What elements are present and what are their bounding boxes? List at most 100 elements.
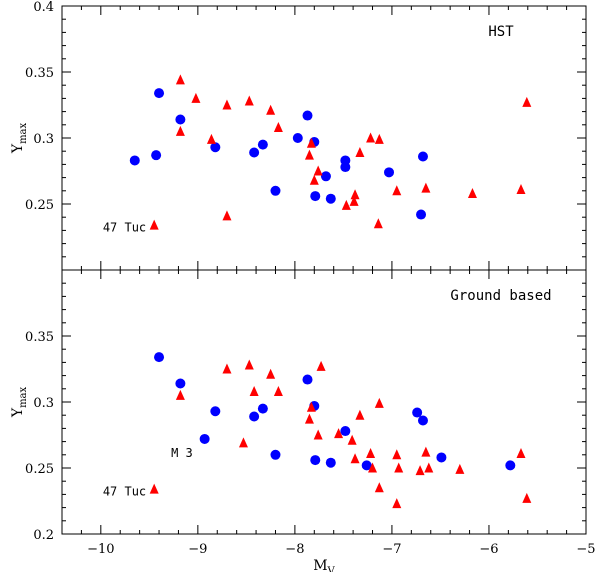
data-point-circle <box>129 155 140 166</box>
data-point-triangle <box>309 174 319 185</box>
data-point-circle <box>302 110 313 121</box>
x-axis-label: MV <box>313 558 335 572</box>
data-point-triangle <box>455 463 465 474</box>
x-tick-label: −8 <box>285 542 304 557</box>
x-tick-label: −10 <box>87 542 114 557</box>
data-point-circle <box>199 433 210 444</box>
data-point-triangle <box>355 409 365 420</box>
data-point-triangle <box>206 133 216 144</box>
y-tick-label: 0.4 <box>33 0 54 15</box>
data-point-circle <box>384 167 395 178</box>
data-point-circle <box>325 457 336 468</box>
data-point-circle <box>340 162 351 173</box>
data-point-triangle <box>366 447 376 458</box>
data-point-circle <box>436 452 447 463</box>
x-tick-label: −5 <box>576 542 595 557</box>
data-point-triangle <box>350 453 360 464</box>
data-point-circle <box>151 150 162 161</box>
data-point-circle <box>270 449 281 460</box>
data-point-circle <box>257 139 268 150</box>
data-point-triangle <box>421 446 431 457</box>
data-point-triangle <box>522 96 532 107</box>
data-point-circle <box>175 378 186 389</box>
data-point-circle <box>412 407 423 418</box>
data-point-circle <box>175 114 186 125</box>
data-point-triangle <box>175 74 185 85</box>
data-point-circle <box>417 151 428 162</box>
data-point-triangle <box>374 133 384 144</box>
data-point-circle <box>270 185 281 196</box>
data-point-circle <box>417 415 428 426</box>
data-point-triangle <box>467 187 477 198</box>
data-point-circle <box>210 406 221 417</box>
data-point-circle <box>249 147 260 158</box>
x-tick-label: −9 <box>188 542 207 557</box>
data-point-circle <box>310 455 321 466</box>
y-axis-label: Ymax <box>10 386 29 418</box>
data-point-triangle <box>238 437 248 448</box>
data-point-triangle <box>249 385 259 396</box>
y-tick-label: 0.2 <box>33 528 54 543</box>
y-tick-label: 0.3 <box>33 132 54 147</box>
panel-label: HST <box>488 24 514 40</box>
data-point-triangle <box>304 413 314 424</box>
data-point-circle <box>249 411 260 422</box>
data-point-triangle <box>175 389 185 400</box>
data-point-triangle <box>516 183 526 194</box>
data-point-triangle <box>392 449 402 460</box>
data-point-triangle <box>368 462 378 473</box>
data-point-circle <box>416 209 427 220</box>
data-point-triangle <box>341 199 351 210</box>
data-point-triangle <box>191 92 201 103</box>
point-annotation: M 3 <box>171 446 193 460</box>
y-tick-label: 0.35 <box>25 66 54 81</box>
data-point-triangle <box>347 434 357 445</box>
y-tick-label: 0.25 <box>25 462 54 477</box>
data-point-circle <box>340 426 351 437</box>
data-point-triangle <box>313 429 323 440</box>
data-point-circle <box>505 460 516 471</box>
data-point-triangle <box>244 95 254 106</box>
data-point-triangle <box>334 428 344 439</box>
data-point-triangle <box>149 483 159 494</box>
data-point-triangle <box>222 99 232 110</box>
data-point-triangle <box>306 401 316 412</box>
x-tick-label: −7 <box>382 542 401 557</box>
data-point-triangle <box>424 462 434 473</box>
data-point-triangle <box>244 359 254 370</box>
data-point-circle <box>154 88 165 99</box>
data-point-triangle <box>316 360 326 371</box>
data-point-circle <box>292 133 303 143</box>
data-point-triangle <box>313 165 323 176</box>
data-point-triangle <box>522 492 532 503</box>
data-point-triangle <box>394 462 404 473</box>
data-point-triangle <box>266 104 276 115</box>
panel-label: Ground based <box>450 288 551 304</box>
data-point-triangle <box>266 368 276 379</box>
data-point-circle <box>325 193 336 204</box>
ground-based-panel: 0.2 0.25 0.3 0.35 −10 −9 −8 −7 −6 −5 Ymax MV Ground … <box>10 269 596 572</box>
data-point-triangle <box>366 132 376 143</box>
data-point-triangle <box>149 219 159 230</box>
data-point-circle <box>257 403 268 414</box>
data-point-triangle <box>273 385 283 396</box>
point-annotation: 47 Tuc <box>103 220 146 234</box>
data-point-triangle <box>273 121 283 132</box>
data-point-triangle <box>175 125 185 136</box>
y-tick-label: 0.35 <box>25 330 54 345</box>
data-point-triangle <box>421 182 431 193</box>
data-point-circle <box>320 171 331 182</box>
data-point-triangle <box>392 498 402 509</box>
data-point-triangle <box>350 189 360 200</box>
data-point-triangle <box>374 482 384 493</box>
data-point-triangle <box>306 137 316 148</box>
y-tick-label: 0.25 <box>25 198 54 213</box>
data-point-circle <box>361 460 372 471</box>
x-tick-label: −6 <box>479 542 498 557</box>
data-point-triangle <box>349 195 359 206</box>
data-point-circle <box>310 191 321 202</box>
y-axis-label: Ymax <box>10 122 29 154</box>
data-point-triangle <box>516 447 526 458</box>
data-point-triangle <box>415 465 425 476</box>
